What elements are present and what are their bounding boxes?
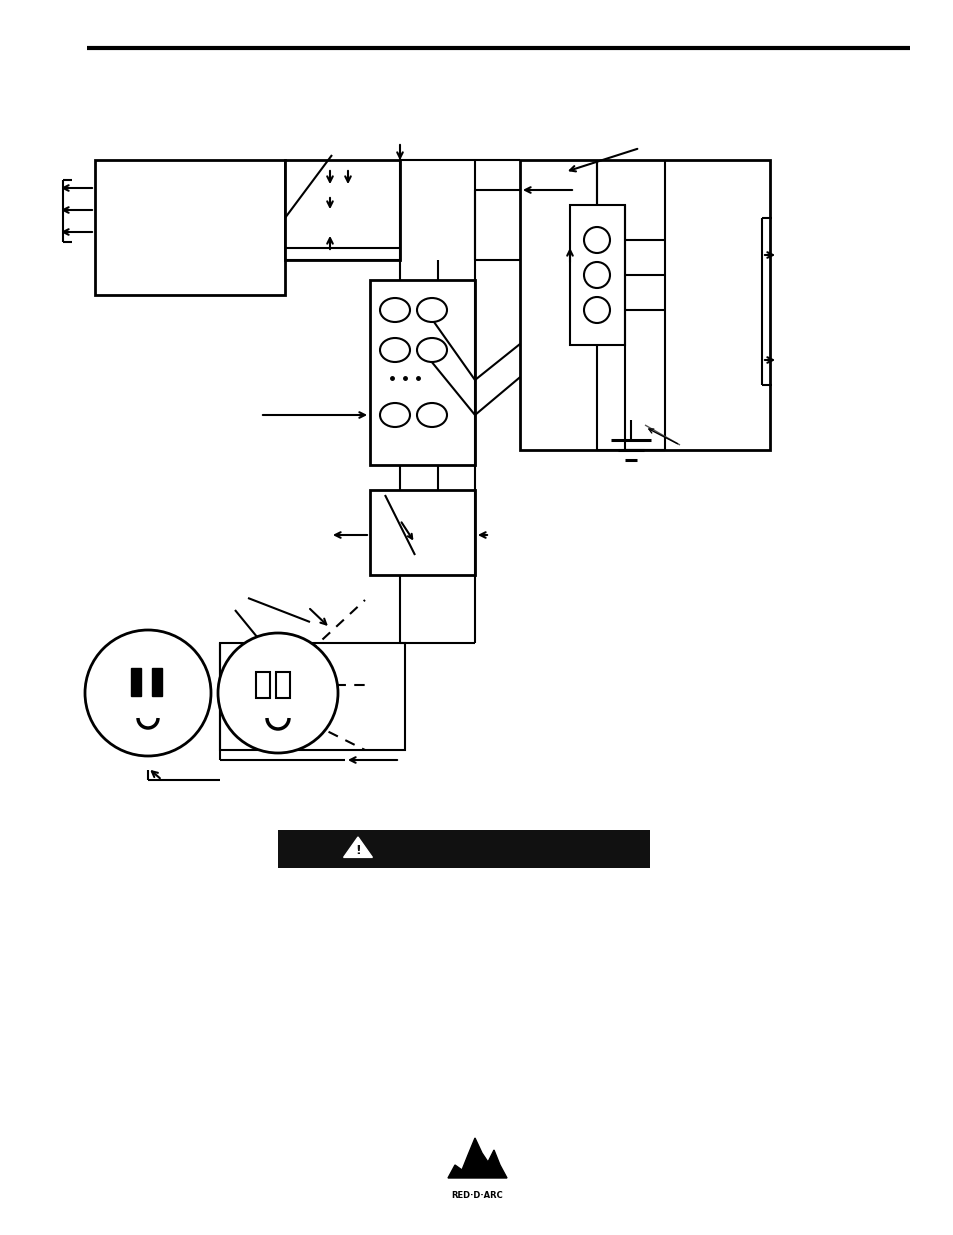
Bar	[220, 643, 405, 750]
Bar	[275, 672, 290, 698]
Polygon shape	[448, 1137, 506, 1178]
Bar	[131, 668, 141, 697]
Polygon shape	[343, 837, 372, 857]
Ellipse shape	[416, 338, 447, 362]
Text: RED·D·ARC: RED·D·ARC	[451, 1192, 502, 1200]
Circle shape	[218, 634, 337, 753]
Circle shape	[85, 630, 211, 756]
Text: !: !	[355, 844, 360, 857]
Circle shape	[583, 262, 609, 288]
Ellipse shape	[379, 338, 410, 362]
Ellipse shape	[379, 298, 410, 322]
Ellipse shape	[416, 298, 447, 322]
Bar	[285, 161, 399, 261]
Bar	[569, 205, 624, 345]
Circle shape	[583, 227, 609, 253]
Bar	[370, 280, 475, 466]
Bar	[277, 830, 649, 868]
Bar	[152, 668, 162, 697]
Circle shape	[583, 296, 609, 324]
Bar	[370, 490, 475, 576]
Ellipse shape	[379, 403, 410, 427]
Bar	[255, 672, 270, 698]
Bar	[519, 161, 769, 450]
Bar	[95, 161, 285, 295]
Ellipse shape	[416, 403, 447, 427]
